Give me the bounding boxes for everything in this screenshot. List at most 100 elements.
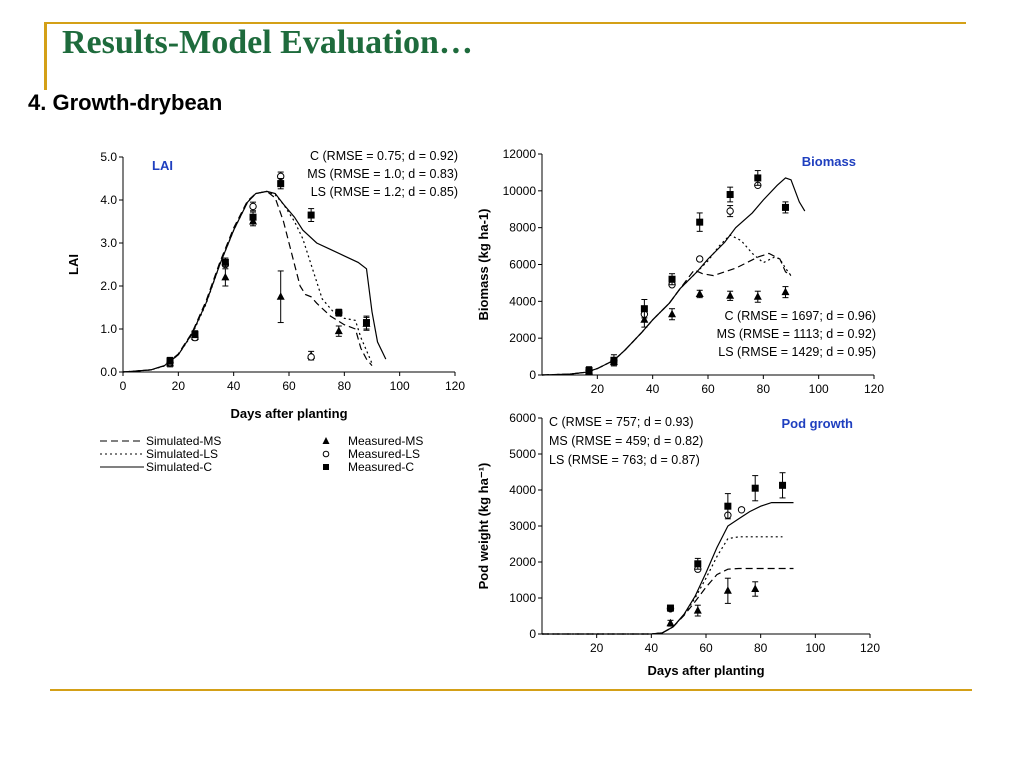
y-tick-label: 3000 bbox=[509, 519, 536, 533]
data-point-measured-c bbox=[751, 484, 759, 492]
stats-line: C (RMSE = 0.75; d = 0.92) bbox=[310, 149, 458, 163]
data-point-measured-c bbox=[640, 305, 648, 313]
y-tick-label: 0 bbox=[529, 627, 536, 641]
data-point-measured-ms bbox=[668, 309, 677, 318]
chart-pod: 0 1000 2000 3000 4000 5000 6000 20 40 60 80 100 120 D… bbox=[476, 411, 880, 678]
x-tick-label: 100 bbox=[809, 382, 829, 396]
data-point-measured-c bbox=[754, 174, 762, 182]
legend-label: Simulated-C bbox=[146, 460, 212, 474]
x-tick-label: 60 bbox=[699, 641, 713, 655]
legend-item: Measured-LS bbox=[322, 447, 420, 461]
data-point-measured-ms bbox=[221, 272, 230, 281]
series-line-simulated-c bbox=[542, 502, 794, 635]
legend-label: Simulated-LS bbox=[146, 447, 218, 461]
y-tick-label: 6000 bbox=[509, 258, 536, 272]
stats-line: LS (RMSE = 763; d = 0.87) bbox=[549, 453, 700, 467]
x-tick-label: 80 bbox=[338, 379, 352, 393]
data-point-measured-ms bbox=[276, 292, 285, 300]
data-point-measured-c bbox=[277, 180, 285, 188]
x-tick-label: 0 bbox=[120, 379, 127, 393]
data-point-measured-c bbox=[362, 319, 370, 327]
series-line-simulated-ls bbox=[541, 234, 792, 376]
y-tick-label: 2000 bbox=[509, 331, 536, 345]
data-point-measured-c bbox=[610, 356, 618, 364]
data-point-measured-c bbox=[781, 203, 789, 211]
data-point-measured-c bbox=[166, 357, 174, 365]
data-point-measured-ls bbox=[249, 202, 257, 211]
slide-subtitle: 4. Growth-drybean bbox=[28, 90, 223, 115]
data-point-measured-c bbox=[585, 366, 593, 374]
panel-label: LAI bbox=[152, 158, 173, 173]
data-point-measured-c bbox=[696, 218, 704, 226]
data-point-measured-ms bbox=[695, 289, 704, 297]
data-point-measured-ms bbox=[723, 586, 732, 594]
legend-item: Measured-MS bbox=[322, 434, 423, 448]
x-axis-title: Days after planting bbox=[647, 663, 764, 678]
data-point-measured-ms bbox=[334, 326, 343, 335]
data-point-measured-c bbox=[307, 211, 315, 219]
y-tick-label: 1.0 bbox=[100, 322, 117, 336]
panel-label: Pod growth bbox=[782, 416, 854, 431]
y-tick-label: 4000 bbox=[509, 294, 536, 308]
x-tick-label: 60 bbox=[282, 379, 296, 393]
x-tick-label: 40 bbox=[645, 641, 659, 655]
y-tick-label: 4.0 bbox=[100, 193, 117, 207]
legend-label: Simulated-MS bbox=[146, 434, 221, 448]
y-tick-label: 5.0 bbox=[100, 150, 117, 164]
data-point-measured-c bbox=[724, 502, 732, 510]
x-tick-label: 40 bbox=[646, 382, 660, 396]
data-point-measured-c bbox=[191, 330, 199, 338]
legend-item: Measured-C bbox=[323, 460, 414, 474]
y-tick-label: 2.0 bbox=[100, 279, 117, 293]
x-tick-label: 40 bbox=[227, 379, 241, 393]
y-tick-label: 1000 bbox=[509, 591, 536, 605]
y-tick-label: 6000 bbox=[509, 411, 536, 425]
data-point-measured-ms bbox=[640, 315, 649, 323]
stats-line: MS (RMSE = 459; d = 0.82) bbox=[549, 434, 703, 448]
data-point-measured-ls bbox=[737, 506, 746, 514]
data-point-measured-c bbox=[668, 275, 676, 283]
data-point-measured-ls bbox=[726, 207, 734, 215]
x-tick-label: 80 bbox=[754, 641, 768, 655]
x-axis-title: Days after planting bbox=[230, 406, 347, 421]
legend-item: Simulated-MS bbox=[100, 434, 221, 448]
data-point-measured-ms bbox=[693, 606, 702, 614]
data-point-measured-ms bbox=[781, 287, 790, 296]
top-rule bbox=[44, 22, 966, 24]
y-tick-label: 0 bbox=[529, 368, 536, 382]
legend-item: Simulated-LS bbox=[100, 447, 218, 461]
legend-label: Measured-LS bbox=[348, 447, 420, 461]
data-point-measured-ls bbox=[307, 353, 315, 361]
title-accent-line bbox=[44, 22, 47, 90]
legend-label: Measured-MS bbox=[348, 434, 423, 448]
x-tick-label: 100 bbox=[805, 641, 825, 655]
y-tick-label: 4000 bbox=[509, 483, 536, 497]
data-point-measured-c bbox=[335, 309, 343, 317]
y-tick-label: 5000 bbox=[509, 447, 536, 461]
x-tick-label: 20 bbox=[590, 641, 604, 655]
x-tick-label: 120 bbox=[860, 641, 880, 655]
series-line-simulated-ls bbox=[542, 536, 783, 635]
legend-swatch-measured-ms bbox=[322, 437, 330, 444]
data-point-measured-ms bbox=[753, 292, 762, 300]
data-point-measured-ms bbox=[726, 291, 735, 299]
legend-label: Measured-C bbox=[348, 460, 414, 474]
y-tick-label: 10000 bbox=[503, 184, 537, 198]
x-tick-label: 20 bbox=[591, 382, 605, 396]
chart-lai: 0.0 1.0 2.0 3.0 4.0 5.0 0 20 40 60 80 100 120 Days af… bbox=[66, 149, 465, 421]
y-tick-label: 12000 bbox=[503, 147, 537, 161]
stats-line: MS (RMSE = 1.0; d = 0.83) bbox=[307, 167, 458, 181]
x-tick-label: 20 bbox=[172, 379, 186, 393]
y-tick-label: 3.0 bbox=[100, 236, 117, 250]
data-point-measured-c bbox=[249, 213, 257, 221]
data-point-measured-c bbox=[221, 258, 229, 266]
data-point-measured-ms bbox=[666, 618, 675, 627]
data-point-measured-c bbox=[779, 481, 787, 489]
series-line-simulated-ls bbox=[122, 190, 373, 373]
data-point-measured-c bbox=[694, 560, 702, 568]
x-tick-label: 120 bbox=[445, 379, 465, 393]
panel-label: Biomass bbox=[802, 154, 856, 169]
y-tick-label: 2000 bbox=[509, 555, 536, 569]
